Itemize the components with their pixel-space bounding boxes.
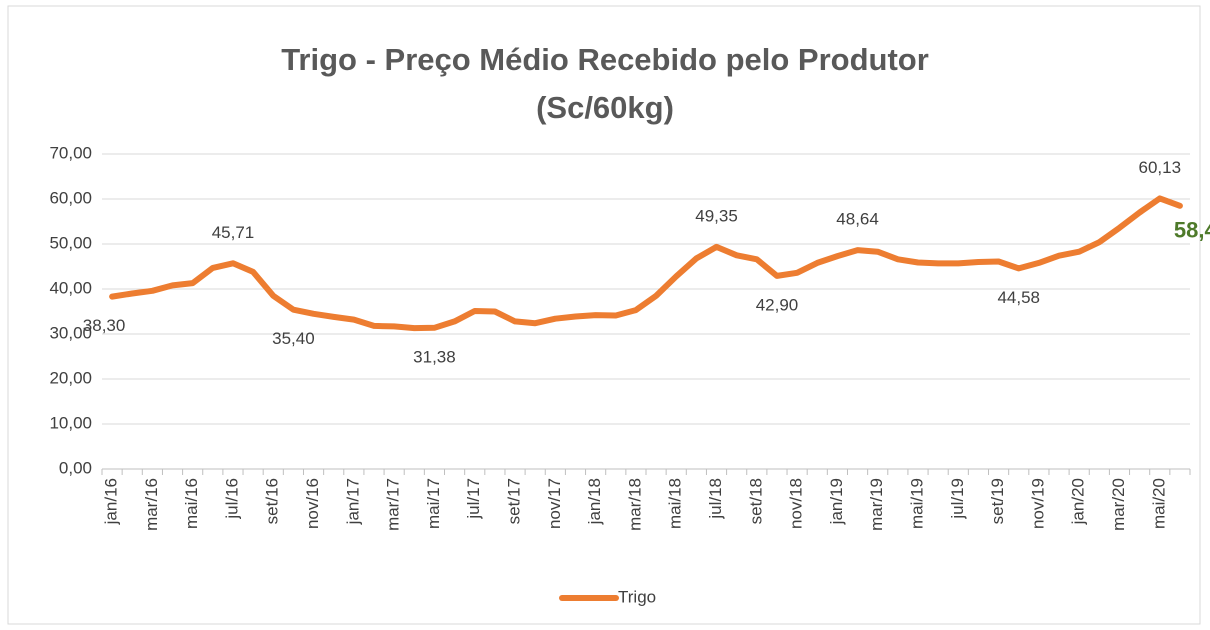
line-series xyxy=(109,195,1183,332)
x-tick-label: jan/20 xyxy=(1069,478,1088,525)
x-tick-label: nov/17 xyxy=(545,478,564,529)
data-label: 60,13 xyxy=(1139,158,1182,177)
x-tick-label: mai/17 xyxy=(424,478,443,529)
x-tick-label: mar/18 xyxy=(625,478,644,531)
x-tick-label: set/18 xyxy=(746,478,765,524)
x-tick-label: mai/16 xyxy=(182,478,201,529)
x-tick-label: nov/19 xyxy=(1028,478,1047,529)
x-tick-label: jan/17 xyxy=(343,478,362,525)
data-label: 35,40 xyxy=(272,329,315,348)
chart-title: Trigo - Preço Médio Recebido pelo Produt… xyxy=(281,42,929,125)
x-tick-label: jul/18 xyxy=(706,478,725,520)
x-tick-label: mar/16 xyxy=(142,478,161,531)
data-label: 48,64 xyxy=(836,210,879,229)
y-tick-label: 0,00 xyxy=(59,458,92,477)
x-tick-label: nov/16 xyxy=(303,478,322,529)
x-tick-label: jan/16 xyxy=(102,478,121,525)
legend-label: Trigo xyxy=(618,587,656,606)
y-tick-label: 30,00 xyxy=(49,323,92,342)
x-tick-label: jul/17 xyxy=(464,478,483,520)
x-tick-label: set/19 xyxy=(988,478,1007,524)
y-tick-label: 70,00 xyxy=(49,143,92,162)
x-tick-label: mar/19 xyxy=(867,478,886,531)
x-tick-label: mai/18 xyxy=(666,478,685,529)
y-tick-label: 20,00 xyxy=(49,368,92,387)
x-tick-label: jan/18 xyxy=(585,478,604,525)
x-tick-label: jul/16 xyxy=(222,478,241,520)
chart-border xyxy=(7,5,1201,625)
x-tick-label: jul/19 xyxy=(948,478,967,520)
x-tick-label: mai/20 xyxy=(1149,478,1168,529)
y-tick-label: 10,00 xyxy=(49,413,92,432)
data-label: 49,35 xyxy=(695,206,738,225)
data-label: 38,30 xyxy=(83,316,126,335)
x-tick-label: nov/18 xyxy=(787,478,806,529)
x-tick-label: mai/19 xyxy=(907,478,926,529)
data-label: 58,48 xyxy=(1174,218,1210,243)
data-label: 42,90 xyxy=(756,295,799,314)
y-tick-label: 40,00 xyxy=(49,278,92,297)
x-tick-label: set/16 xyxy=(263,478,282,524)
data-label: 31,38 xyxy=(413,347,456,366)
y-tick-label: 60,00 xyxy=(49,188,92,207)
y-tick-label: 50,00 xyxy=(49,233,92,252)
data-label: 45,71 xyxy=(212,223,255,242)
x-tick-label: mar/17 xyxy=(384,478,403,531)
x-tick-label: set/17 xyxy=(505,478,524,524)
x-tick-label: mar/20 xyxy=(1109,478,1128,531)
x-tick-label: jan/19 xyxy=(827,478,846,525)
data-label: 44,58 xyxy=(997,288,1040,307)
